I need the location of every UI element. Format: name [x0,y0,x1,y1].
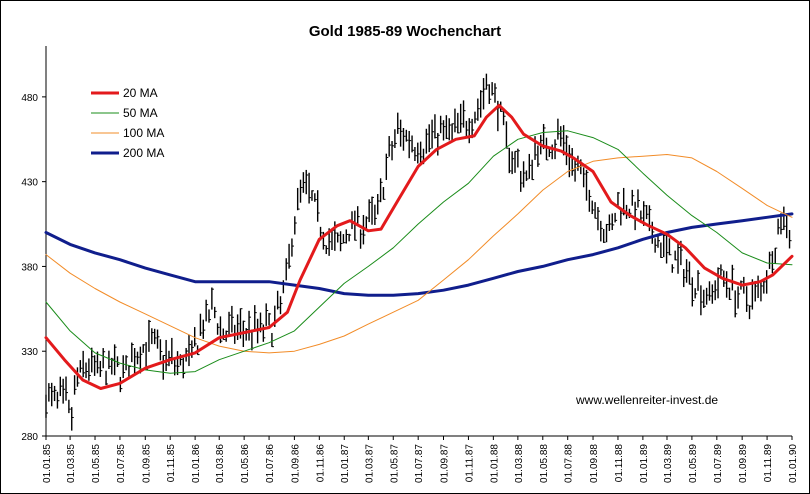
watermark-text: www.wellenreiter-invest.de [575,393,718,407]
legend-label: 20 MA [123,86,158,100]
y-tick-label: 480 [21,93,38,104]
x-tick-label: 01.11.89 [763,444,774,483]
legend-label: 50 MA [123,106,158,120]
legend-label: 100 MA [123,126,164,140]
x-tick-label: 01.05.86 [240,444,251,483]
x-tick-label: 01.07.85 [116,444,127,483]
x-tick-label: 01.07.89 [713,444,724,483]
ma20-line [44,103,794,390]
y-tick-label: 380 [21,262,38,273]
x-tick-label: 01.05.89 [688,444,699,483]
x-tick-label: 01.09.89 [738,444,749,483]
x-tick-label: 01.09.85 [141,444,152,483]
x-tick-label: 01.03.85 [66,444,77,483]
x-tick-label: 01.07.87 [414,444,425,483]
x-tick-label: 01.03.87 [364,444,375,483]
x-tick-label: 01.03.86 [215,444,226,483]
x-tick-label: 01.01.90 [788,444,799,483]
x-tick-label: 01.05.85 [91,444,102,483]
x-tick-label: 01.11.87 [464,444,475,483]
ma100-line [45,154,793,354]
chart-title: Gold 1985-89 Wochenchart [308,23,502,40]
x-tick-label: 01.05.87 [389,444,400,483]
x-tick-label: 01.07.88 [564,444,575,483]
x-tick-label: 01.11.88 [614,444,625,483]
y-tick-label: 330 [21,347,38,358]
y-tick-label: 430 [21,178,38,189]
x-tick-label: 01.01.89 [639,444,650,483]
x-tick-label: 01.01.87 [340,444,351,483]
x-tick-label: 01.01.88 [489,444,500,483]
x-tick-label: 01.07.86 [265,444,276,483]
x-tick-label: 01.01.86 [191,444,202,483]
y-tick-label: 280 [21,432,38,443]
legend-label: 200 MA [123,146,164,160]
x-tick-label: 01.05.88 [539,444,550,483]
x-tick-label: 01.01.85 [42,444,53,483]
ma200-line [44,212,794,297]
x-tick-label: 01.11.86 [315,444,326,483]
x-tick-label: 01.11.85 [166,444,177,483]
x-tick-label: 01.09.87 [440,444,451,483]
x-tick-label: 01.09.86 [290,444,301,483]
x-tick-label: 01.09.88 [589,444,600,483]
ma50-line [45,130,793,374]
x-tick-label: 01.03.88 [514,444,525,483]
x-tick-label: 01.03.89 [663,444,674,483]
